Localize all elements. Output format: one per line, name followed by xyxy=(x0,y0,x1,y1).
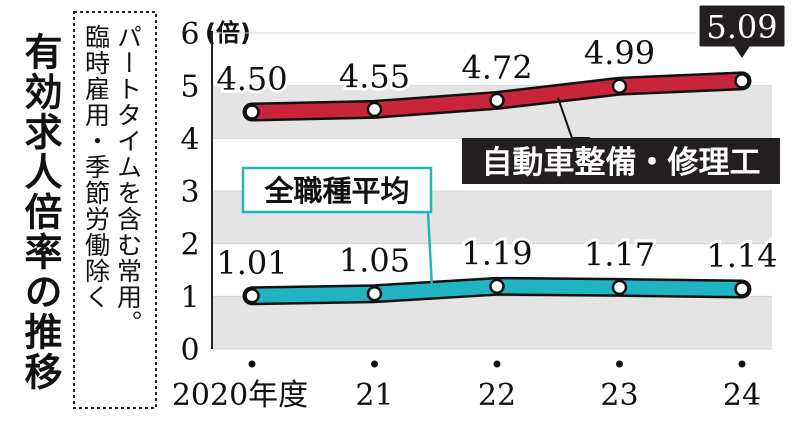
data-label: 1.01 xyxy=(216,244,287,282)
x-tick-label: 22 xyxy=(478,378,516,413)
series-name: 自動車整備・修理工 xyxy=(482,145,761,181)
data-point xyxy=(244,104,260,120)
data-label: 4.99 xyxy=(584,34,655,72)
x-tick-mark xyxy=(371,360,378,368)
data-point xyxy=(611,279,628,296)
y-tick-labels: 0 1 2 3 4 5 6 xyxy=(180,17,199,368)
x-tick-label: 21 xyxy=(355,378,393,413)
data-point xyxy=(366,101,383,118)
note-line: パートタイムを含む常用。 xyxy=(114,24,143,336)
y-tick-label: 2 xyxy=(180,228,199,263)
x-tick-label: 23 xyxy=(600,378,638,413)
note-line: 臨時雇用・季節労働除く xyxy=(82,24,111,310)
y-tick-label: 5 xyxy=(180,70,199,105)
data-label: 1.14 xyxy=(706,237,777,275)
data-point xyxy=(366,285,383,302)
data-label: 1.19 xyxy=(461,234,532,272)
x-tick-mark xyxy=(493,360,501,368)
x-tick-label: 24 xyxy=(723,378,761,413)
y-tick-label: 0 xyxy=(180,333,199,368)
series-callout-automotive: 自動車整備・修理工 xyxy=(462,97,780,184)
data-label: 1.17 xyxy=(584,235,655,273)
grid-bands xyxy=(212,85,772,349)
data-point xyxy=(734,73,750,89)
x-tick-mark xyxy=(248,360,256,368)
x-tick-labels: 2020年度 21 22 23 24 xyxy=(172,360,761,413)
series-callout-average: 全職種平均 xyxy=(241,166,434,289)
data-point xyxy=(734,281,750,297)
data-point xyxy=(489,92,505,109)
y-tick-label: 6 xyxy=(180,17,199,52)
x-tick-mark xyxy=(738,360,746,368)
data-label: 4.72 xyxy=(461,48,532,86)
chart-title: 有効求人倍率の推移 xyxy=(18,32,62,392)
data-label: 4.55 xyxy=(339,57,410,95)
data-labels: 4.50 4.55 4.72 4.99 5.09 1.01 1.05 1.19 1.17 1.14 xyxy=(213,2,788,285)
data-points xyxy=(244,73,750,304)
data-point xyxy=(611,78,628,94)
data-label: 5.09 xyxy=(706,8,777,46)
x-tick-mark xyxy=(616,360,623,368)
series-name: 全職種平均 xyxy=(263,174,409,208)
data-point xyxy=(244,288,260,304)
chart-note: パートタイムを含む常用。臨時雇用・季節労働除く xyxy=(82,24,143,336)
y-tick-label: 1 xyxy=(180,280,199,315)
y-tick-label: 4 xyxy=(180,122,199,157)
x-tick-label: 2020年度 xyxy=(172,378,308,413)
grid-band xyxy=(212,296,772,349)
data-label: 4.50 xyxy=(216,60,287,98)
highlight-label: 5.09 xyxy=(696,2,788,58)
data-label: 1.05 xyxy=(339,242,410,280)
y-tick-label: 3 xyxy=(180,175,199,210)
data-point xyxy=(489,278,505,295)
note-box xyxy=(73,11,157,409)
